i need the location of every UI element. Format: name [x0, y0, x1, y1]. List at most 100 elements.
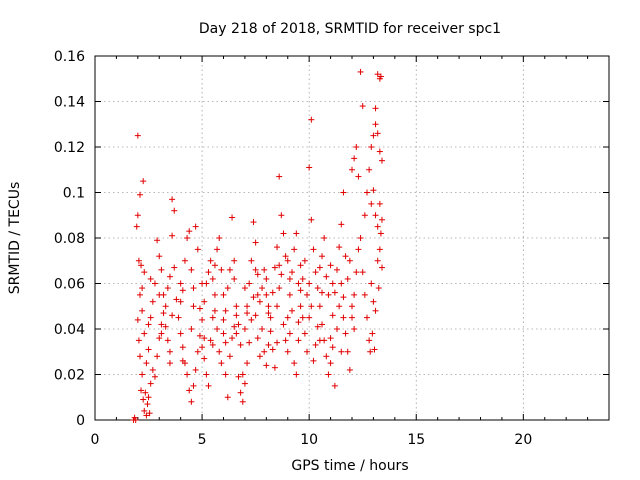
data-point: [140, 396, 147, 403]
data-point: [179, 357, 186, 364]
data-point: [220, 291, 227, 298]
data-point: [331, 382, 338, 389]
data-point: [304, 348, 311, 355]
data-point: [250, 219, 257, 226]
data-point: [375, 285, 382, 292]
data-point: [136, 291, 143, 298]
data-point: [235, 373, 242, 380]
data-point: [342, 330, 349, 337]
data-point: [370, 187, 377, 194]
data-point: [372, 307, 379, 314]
data-point: [222, 307, 229, 314]
data-point: [190, 382, 197, 389]
data-point: [136, 353, 143, 360]
data-point: [269, 346, 276, 353]
data-point: [340, 189, 347, 196]
data-point: [158, 330, 165, 337]
data-point: [218, 266, 225, 273]
data-point: [367, 348, 374, 355]
data-point: [280, 321, 287, 328]
y-axis-label: SRMTID / TECUs: [7, 182, 23, 295]
x-tick-label: 20: [514, 432, 532, 448]
data-point: [293, 371, 300, 378]
data-point: [201, 298, 208, 305]
data-point: [209, 275, 216, 282]
data-point: [156, 335, 163, 342]
data-point: [169, 196, 176, 203]
data-point: [340, 314, 347, 321]
data-point: [194, 348, 201, 355]
data-point: [376, 200, 383, 207]
data-point: [325, 371, 332, 378]
data-point: [162, 323, 169, 330]
data-point: [139, 371, 146, 378]
data-point: [291, 246, 298, 253]
data-point: [164, 285, 171, 292]
data-point: [233, 312, 240, 319]
data-point: [312, 269, 319, 276]
data-point: [289, 307, 296, 314]
data-point: [175, 314, 182, 321]
data-point: [145, 346, 152, 353]
data-point: [226, 266, 233, 273]
x-tick-label: 5: [198, 432, 207, 448]
data-point: [173, 296, 180, 303]
y-tick-label: 0.14: [54, 95, 85, 111]
data-point: [286, 330, 293, 337]
data-point: [149, 366, 156, 373]
data-point: [349, 303, 355, 310]
data-point: [342, 253, 349, 260]
data-point: [280, 230, 287, 237]
data-point: [171, 264, 178, 271]
data-point: [162, 303, 169, 310]
data-point: [316, 303, 323, 310]
data-point: [267, 328, 274, 335]
data-point: [278, 271, 285, 278]
data-point: [327, 360, 334, 367]
y-tick-label: 0: [76, 413, 85, 429]
data-point: [147, 275, 154, 282]
data-point: [196, 305, 203, 312]
data-point: [276, 173, 283, 180]
data-point: [304, 291, 311, 298]
data-point: [376, 246, 383, 253]
data-point: [297, 287, 304, 294]
data-point: [239, 371, 246, 378]
data-point: [224, 394, 231, 401]
data-point: [378, 264, 385, 271]
data-point: [265, 303, 272, 310]
data-point: [274, 339, 281, 346]
data-point: [154, 237, 161, 244]
data-point: [133, 223, 140, 230]
y-tick-label: 0.16: [54, 49, 85, 65]
chart-title: Day 218 of 2018, SRMTID for receiver spc…: [199, 21, 501, 37]
data-point: [184, 235, 191, 241]
y-tick-label: 0.04: [54, 322, 85, 338]
data-point: [138, 262, 145, 269]
data-point: [327, 262, 334, 269]
data-point: [179, 344, 186, 351]
data-point: [331, 289, 338, 296]
data-point: [135, 337, 142, 344]
data-point: [216, 348, 223, 355]
data-point: [329, 344, 336, 351]
data-point: [256, 353, 263, 360]
data-point: [142, 389, 149, 396]
data-point: [306, 164, 313, 171]
data-point: [361, 291, 368, 298]
data-point: [226, 353, 233, 360]
data-point: [141, 269, 148, 276]
data-point: [136, 191, 143, 198]
data-point: [314, 323, 321, 330]
data-point: [374, 257, 381, 264]
data-point: [254, 271, 261, 278]
data-point: [308, 303, 315, 310]
data-point: [349, 166, 355, 173]
data-point: [214, 246, 221, 253]
data-point: [211, 262, 218, 269]
data-point: [357, 68, 364, 75]
data-point: [355, 246, 362, 253]
data-point: [207, 257, 214, 264]
data-point: [241, 326, 248, 332]
